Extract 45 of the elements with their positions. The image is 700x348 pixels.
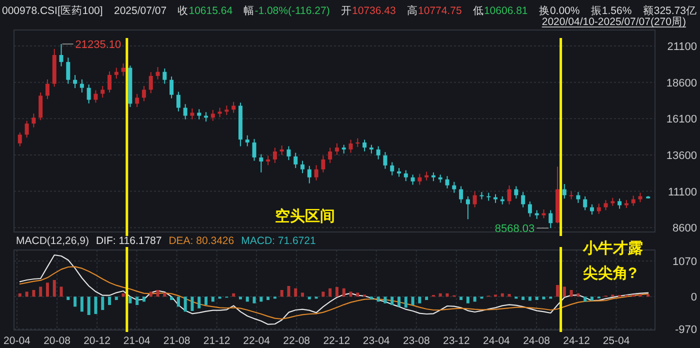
text: 换0.00%	[538, 5, 580, 17]
x-tick-label: 24-08	[523, 335, 550, 347]
x-tick-label: 21-04	[123, 335, 150, 347]
annotation: 尖尖角?	[582, 265, 638, 282]
chart-title: 000978.CSI[医药100]	[2, 4, 103, 17]
y-tick-label: 16100	[666, 114, 697, 126]
y-tick-label: 18600	[666, 77, 697, 90]
text: 2020/04/10-2025/07/07(270周)	[542, 16, 686, 28]
x-tick-label: 24-04	[483, 335, 510, 347]
text: 2025/07/07	[114, 5, 167, 17]
x-tick-label: 20-04	[4, 335, 31, 347]
y-tick-label: -970	[674, 324, 697, 336]
x-tick-label: 20-08	[44, 335, 71, 347]
text: 高10774.75	[406, 4, 462, 17]
text: 收10615.64	[178, 5, 233, 17]
text: MACD: 71.6721	[241, 235, 316, 247]
x-tick-label: 23-12	[443, 335, 470, 347]
x-tick-label: 21-12	[203, 335, 230, 347]
x-tick-label: 22-12	[323, 335, 350, 347]
annotation: 空头区间	[275, 207, 335, 225]
x-tick-label: 20-12	[84, 335, 111, 347]
text: 振1.56%	[590, 5, 632, 17]
x-tick-label: 21-08	[163, 335, 190, 347]
y-tick-label: 13600	[666, 150, 697, 162]
y-tick-label: 1070	[672, 256, 697, 268]
annotation: 21235.10	[75, 39, 122, 52]
x-tick-label: 23-08	[402, 335, 430, 347]
text: 额325.73亿	[642, 4, 697, 17]
x-tick-label: 22-04	[243, 335, 270, 347]
text: 低10606.81	[472, 5, 528, 17]
text: DIF: 116.1787	[96, 235, 162, 247]
annotation: 8568.03	[494, 223, 535, 236]
chart-title: MACD(12,26,9)	[16, 235, 89, 247]
x-tick-label: 22-08	[283, 335, 310, 347]
x-tick-label: 25-04	[602, 335, 630, 347]
text: 开10736.43	[341, 5, 396, 17]
x-tick-label: 24-12	[563, 335, 590, 347]
text: 幅-1.08%(-116.27)	[244, 5, 330, 17]
annotation: 小牛才露	[582, 240, 643, 257]
y-tick-label: 8600	[672, 222, 697, 235]
y-tick-label: 21100	[667, 40, 697, 53]
y-tick-label: 11100	[668, 186, 697, 198]
x-tick-label: 23-04	[362, 335, 390, 347]
text: DEA: 80.3426	[168, 235, 234, 247]
y-tick-label: 0	[690, 292, 697, 304]
